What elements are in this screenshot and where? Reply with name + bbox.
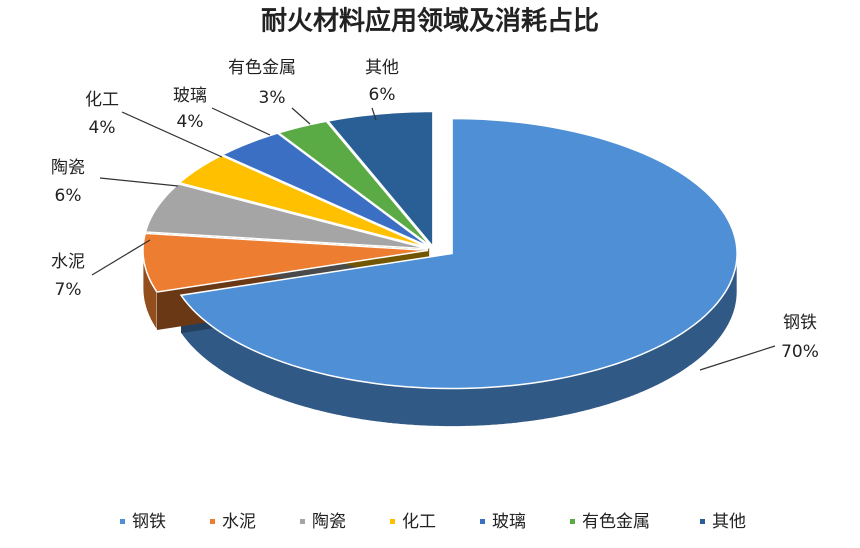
leader-line xyxy=(211,107,271,136)
data-label-value: 4% xyxy=(177,112,204,132)
pie-slice xyxy=(179,117,738,390)
data-labels: 钢铁 70% 水泥 7% 陶瓷 6% 化工 4% 玻璃 4% 有色金属 3% 其他 6% xyxy=(51,58,819,371)
pie-slice xyxy=(142,232,429,293)
pie-tops xyxy=(142,110,738,390)
leader-line xyxy=(91,239,151,276)
legend-swatch xyxy=(210,519,215,524)
data-label-value: 70% xyxy=(781,342,819,362)
leader-line xyxy=(291,107,311,125)
data-label-name: 水泥 xyxy=(51,252,85,272)
legend-swatch xyxy=(300,519,305,524)
data-label-name: 化工 xyxy=(85,90,119,110)
legend-label: 其他 xyxy=(712,512,746,532)
data-label-value: 4% xyxy=(89,118,116,138)
pie-slice xyxy=(276,120,432,248)
pie-slice xyxy=(178,154,430,249)
data-label-name: 钢铁 xyxy=(783,313,817,333)
legend-label: 钢铁 xyxy=(132,512,166,532)
leader-line xyxy=(121,111,223,158)
pie-slice xyxy=(220,132,431,248)
data-label-value: 7% xyxy=(55,280,82,300)
data-label-name: 玻璃 xyxy=(173,86,207,106)
leader-line xyxy=(99,177,179,187)
legend-label: 玻璃 xyxy=(492,512,526,532)
pie-slice xyxy=(144,183,429,250)
data-label-name: 陶瓷 xyxy=(51,158,85,178)
pie-slice xyxy=(326,110,434,249)
data-label-name: 其他 xyxy=(365,58,399,78)
legend-label: 水泥 xyxy=(222,512,256,532)
data-label-value: 3% xyxy=(259,88,286,108)
data-label-name: 有色金属 xyxy=(228,58,296,78)
leader-line xyxy=(371,107,377,121)
legend-swatch xyxy=(120,519,125,524)
legend: 钢铁 水泥 陶瓷 化工 玻璃 有色金属 其他 xyxy=(120,512,746,532)
legend-swatch xyxy=(700,519,705,524)
legend-label: 陶瓷 xyxy=(312,512,346,532)
legend-swatch xyxy=(390,519,395,524)
data-label-value: 6% xyxy=(369,85,396,105)
legend-label: 化工 xyxy=(402,512,436,532)
legend-swatch xyxy=(570,519,575,524)
leader-line xyxy=(699,345,776,371)
legend-label: 有色金属 xyxy=(582,512,650,532)
legend-swatch xyxy=(480,519,485,524)
chart-title: 耐火材料应用领域及消耗占比 xyxy=(261,6,599,37)
data-label-value: 6% xyxy=(55,186,82,206)
